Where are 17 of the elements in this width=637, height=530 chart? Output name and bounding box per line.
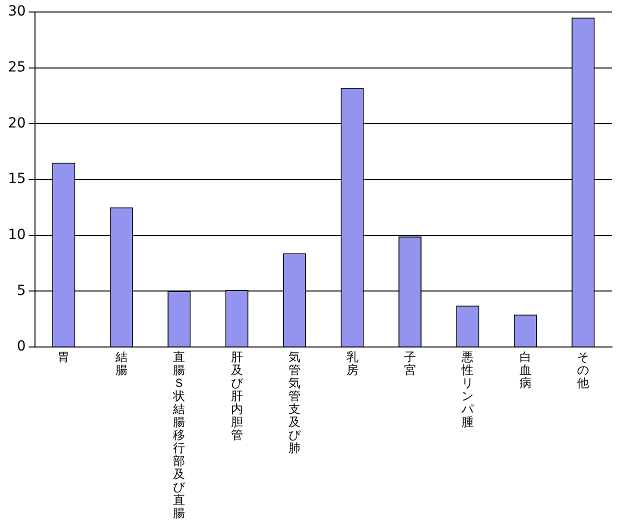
x-tick-label: 胃	[58, 350, 70, 364]
y-tick-label: 0	[16, 338, 26, 355]
y-tick-label: 25	[8, 59, 26, 76]
x-tick-label: 肝及び肝内胆管	[230, 350, 243, 442]
y-tick-label: 15	[8, 171, 26, 188]
x-tick-label: 乳房	[346, 350, 358, 377]
x-tick-label: 結腸	[115, 350, 128, 377]
x-tick-label: 気管気管支及び肺	[288, 350, 301, 455]
category-label: 直腸Ｓ状結腸移行部及び直腸	[173, 350, 186, 520]
y-tick-label: 30	[8, 4, 26, 20]
y-tick-label: 5	[16, 282, 26, 299]
x-tick-label: その他	[577, 350, 590, 390]
x-tick-label: 悪性リンパ腫	[462, 350, 474, 429]
x-tick-label: 白血病	[519, 350, 532, 390]
y-tick-label: 10	[8, 226, 26, 243]
y-tick-label: 20	[8, 115, 26, 132]
x-tick-label: 子宮	[404, 350, 416, 377]
